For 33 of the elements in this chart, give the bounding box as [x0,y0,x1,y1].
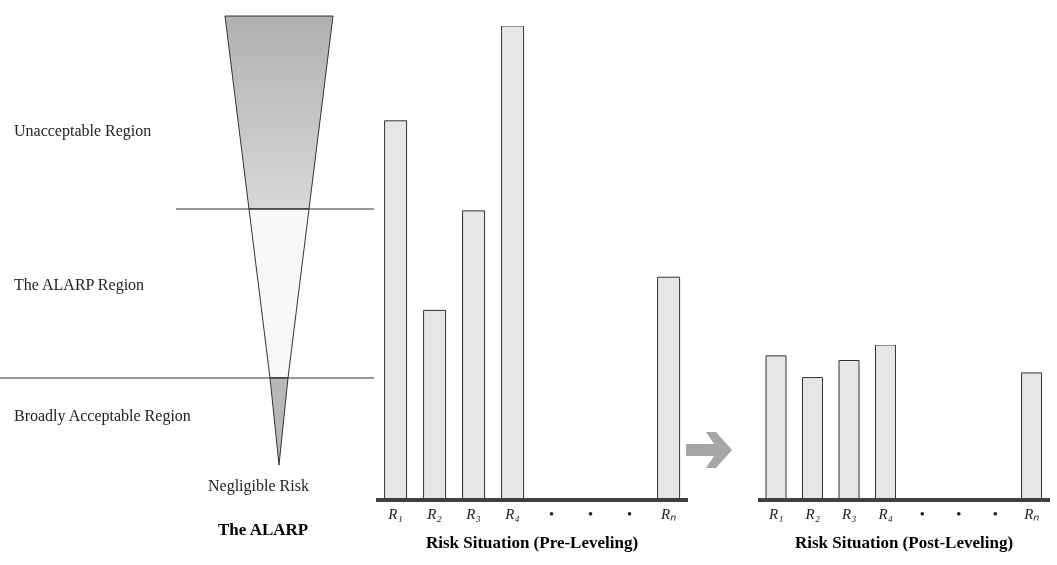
x-tick-label: R₄ [877,505,893,522]
x-tick-label: • [992,505,998,522]
bar [875,345,897,500]
text: Risk Situation (Pre-Leveling) [424,533,640,553]
x-tick-label: Rₙ [1023,505,1040,522]
bar [423,309,447,500]
x-tick-label: • [626,505,633,522]
bar [384,120,408,500]
x-tick-label: R₂ [426,505,442,522]
x-tick-label: R₂ [804,505,820,522]
x-tick-label: • [919,505,925,522]
text: Negligible Risk [208,477,309,495]
x-tick-label: R₃ [465,505,481,522]
x-tick-label: R₃ [841,505,857,522]
x-tick-label: Rₙ [659,505,677,522]
bar [657,276,681,500]
text: The ALARP Region [14,276,145,294]
bar [765,355,787,500]
text: Unacceptable Region [14,122,152,140]
text: Risk Situation (Post-Leveling) [793,533,1015,553]
bar [838,360,860,500]
bar [1021,372,1043,500]
x-tick-label: R₁ [768,505,784,522]
bar [802,377,824,500]
x-tick-label: • [587,505,594,522]
text: Broadly Acceptable Region [14,407,191,425]
x-tick-label: • [548,505,555,522]
bar [462,210,486,500]
text: The ALARP [218,520,309,540]
x-tick-label: R₁ [387,505,403,522]
bar [501,26,525,500]
x-tick-label: R₄ [504,505,520,522]
x-tick-label: • [956,505,962,522]
